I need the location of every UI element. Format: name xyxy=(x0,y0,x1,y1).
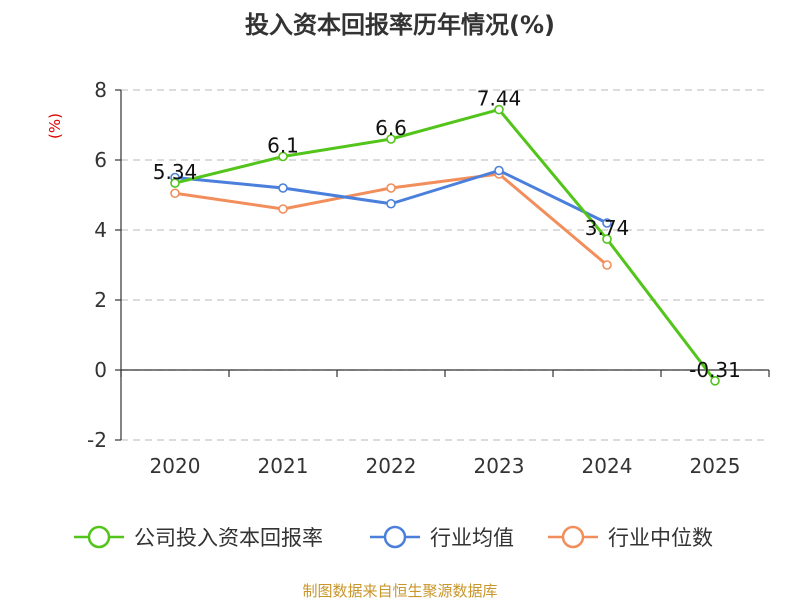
grid xyxy=(121,89,769,441)
legend-marker xyxy=(87,525,111,549)
y-tick-label: 4 xyxy=(94,218,107,242)
data-label: -0.31 xyxy=(689,358,741,382)
data-point xyxy=(386,134,396,144)
legend-label: 行业均值 xyxy=(430,526,514,550)
data-point xyxy=(494,165,504,176)
data-point xyxy=(386,183,396,193)
x-tick-label: 2023 xyxy=(474,454,525,478)
x-tick-label: 2025 xyxy=(690,454,741,478)
x-tick-label: 2020 xyxy=(150,454,201,478)
series-line xyxy=(174,169,608,225)
legend-marker xyxy=(561,525,585,549)
data-point xyxy=(386,198,396,209)
data-label: 6.1 xyxy=(267,134,299,158)
legend-label: 行业中位数 xyxy=(608,526,713,550)
data-label: 6.6 xyxy=(375,116,407,140)
legend-item-1[interactable]: 公司投入资本回报率 xyxy=(74,525,323,550)
legend-item-2[interactable]: 行业均值 xyxy=(370,525,514,550)
data-point xyxy=(494,104,504,115)
data-point xyxy=(170,188,180,199)
legend[interactable]: 公司投入资本回报率 行业均值 行业中位数 xyxy=(74,525,713,550)
data-point xyxy=(710,376,720,386)
x-tick-label: 2022 xyxy=(366,454,417,478)
series-line xyxy=(174,108,717,382)
series-lines xyxy=(170,104,720,386)
data-labels: 5.34 6.1 6.6 7.44 3.74 -0.31 xyxy=(153,87,741,382)
axes: -2 0 2 4 6 8 2020 2021 2022 2023 2024 2025 xyxy=(87,78,770,478)
data-point xyxy=(278,204,288,214)
x-tick-label: 2021 xyxy=(258,454,309,478)
chart-title: 投入资本回报率历年情况(%) xyxy=(245,11,555,39)
data-point xyxy=(602,234,612,244)
data-label: 5.34 xyxy=(153,160,198,184)
source-note: 制图数据来自恒生聚源数据库 xyxy=(302,582,497,600)
series-3 xyxy=(170,169,612,270)
legend-label: 公司投入资本回报率 xyxy=(134,526,323,550)
y-unit-label: (%) xyxy=(46,113,64,139)
data-point xyxy=(278,151,288,162)
legend-item-3[interactable]: 行业中位数 xyxy=(548,525,713,550)
x-tick-label: 2024 xyxy=(582,454,633,478)
y-tick-label: 0 xyxy=(94,358,107,382)
data-point xyxy=(278,183,288,193)
data-point xyxy=(170,178,180,188)
y-tick-label: 6 xyxy=(94,148,107,172)
data-label: 3.74 xyxy=(585,216,630,240)
legend-marker xyxy=(383,525,407,549)
data-label: 7.44 xyxy=(477,87,522,111)
series-1 xyxy=(170,104,720,386)
y-tick-label: -2 xyxy=(87,428,107,452)
series-2 xyxy=(170,165,612,228)
data-point xyxy=(602,260,612,270)
y-tick-label: 8 xyxy=(94,78,107,102)
y-tick-label: 2 xyxy=(94,288,107,312)
data-point xyxy=(602,218,612,228)
